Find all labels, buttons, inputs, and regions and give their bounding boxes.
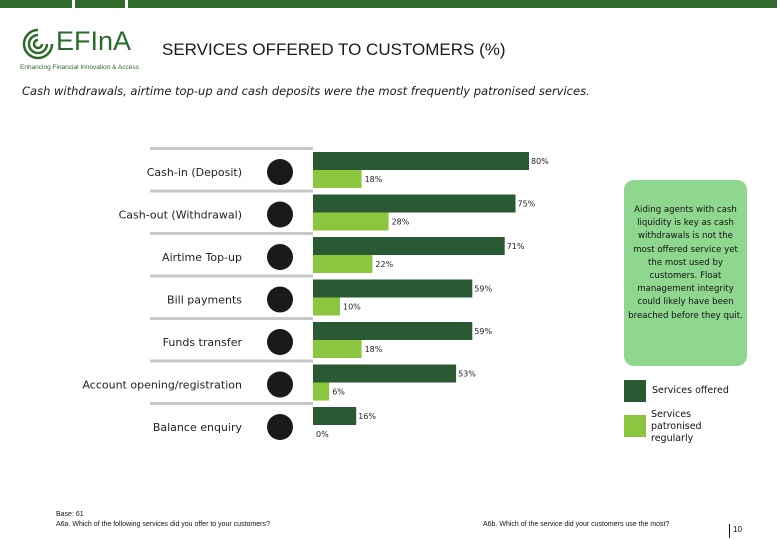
mobile-phone-icon bbox=[267, 244, 293, 270]
category-label: Funds transfer bbox=[163, 336, 243, 349]
registration-form-icon bbox=[267, 371, 293, 398]
bar-offered-label: 80% bbox=[531, 157, 549, 166]
bar-offered-label: 71% bbox=[507, 242, 525, 251]
category-label: Cash-in (Deposit) bbox=[147, 166, 242, 179]
funds-transfer-icon bbox=[267, 329, 293, 355]
category-label: Account opening/registration bbox=[82, 379, 242, 392]
bar-patronised-label: 0% bbox=[316, 430, 329, 439]
bar-patronised-label: 10% bbox=[343, 303, 361, 312]
top-accent-bar bbox=[0, 0, 780, 8]
top-accent-segment bbox=[74, 0, 125, 8]
row-separator bbox=[150, 232, 313, 235]
legend-label-offered: Services offered bbox=[652, 385, 729, 396]
bill-payment-icon bbox=[267, 286, 293, 313]
bar-offered-label: 53% bbox=[458, 370, 476, 379]
category-label: Cash-out (Withdrawal) bbox=[119, 209, 242, 222]
category-label: Airtime Top-up bbox=[162, 251, 242, 264]
row-separator bbox=[150, 147, 313, 150]
money-bag-hand-icon bbox=[267, 201, 293, 228]
logo-wordmark: EFInA bbox=[56, 26, 132, 56]
row-separator bbox=[150, 359, 313, 363]
category-label: Balance enquiry bbox=[153, 421, 243, 434]
legend-label-patronised: Services patronised regularly bbox=[651, 409, 702, 444]
bar-offered bbox=[313, 407, 357, 425]
legend-swatch-patronised bbox=[624, 415, 646, 437]
legend-swatch-offered bbox=[624, 380, 646, 402]
category-label: Bill payments bbox=[167, 294, 242, 307]
page-number: 10 bbox=[733, 525, 742, 534]
phone-handset-icon-shape bbox=[267, 414, 293, 440]
top-accent-segment bbox=[127, 0, 777, 8]
page-subtitle: Cash withdrawals, airtime top-up and cas… bbox=[22, 84, 590, 98]
funds-transfer-icon-shape bbox=[267, 329, 293, 355]
bar-offered bbox=[313, 279, 473, 298]
row-separator bbox=[150, 274, 313, 278]
footnote-question-a: A6a. Which of the following services did… bbox=[56, 521, 270, 528]
row-separator bbox=[150, 402, 313, 405]
row-separator bbox=[150, 189, 313, 193]
footnote-question-b: A6b. Which of the service did your custo… bbox=[483, 521, 670, 528]
row-separator bbox=[150, 317, 313, 320]
bar-patronised bbox=[313, 170, 362, 188]
bar-offered bbox=[313, 237, 505, 255]
bar-patronised-label: 18% bbox=[365, 345, 383, 354]
efina-logo: EFInA Enhancing Financial Innovation & A… bbox=[18, 24, 153, 76]
bar-offered bbox=[313, 364, 457, 383]
bar-patronised-label: 28% bbox=[392, 218, 410, 227]
piggy-bank-icon-shape bbox=[267, 159, 293, 185]
registration-form-icon-shape bbox=[267, 371, 293, 398]
mobile-phone-icon-shape bbox=[267, 244, 293, 270]
bar-offered-label: 59% bbox=[474, 327, 492, 336]
bar-offered bbox=[313, 194, 516, 213]
insight-callout: Aiding agents with cash liquidity is key… bbox=[624, 180, 747, 366]
logo-tagline: Enhancing Financial Innovation & Access bbox=[20, 64, 139, 71]
bar-patronised bbox=[313, 340, 362, 358]
page-title: SERVICES OFFERED TO CUSTOMERS (%) bbox=[162, 40, 506, 59]
bar-patronised-label: 6% bbox=[332, 388, 345, 397]
bar-patronised bbox=[313, 382, 330, 401]
bar-patronised-label: 22% bbox=[375, 260, 393, 269]
piggy-bank-icon bbox=[267, 159, 293, 185]
bill-payment-icon-shape bbox=[267, 286, 293, 313]
money-bag-hand-icon-shape bbox=[267, 201, 293, 228]
bar-patronised bbox=[313, 212, 389, 231]
bar-offered-label: 75% bbox=[518, 200, 536, 209]
bar-patronised bbox=[313, 297, 340, 316]
bar-offered-label: 16% bbox=[358, 412, 376, 421]
page-number-divider bbox=[729, 524, 730, 538]
phone-handset-icon bbox=[267, 414, 293, 440]
logo-swirl-icon bbox=[22, 28, 54, 60]
top-accent-segment bbox=[0, 0, 72, 8]
footnote-base: Base: 61 bbox=[56, 511, 84, 518]
bar-offered-label: 59% bbox=[474, 285, 492, 294]
bar-patronised bbox=[313, 255, 373, 273]
bar-patronised-label: 18% bbox=[365, 175, 383, 184]
insight-callout-text: Aiding agents with cash liquidity is key… bbox=[628, 205, 743, 321]
bar-offered bbox=[313, 322, 473, 340]
bar-offered bbox=[313, 152, 529, 170]
